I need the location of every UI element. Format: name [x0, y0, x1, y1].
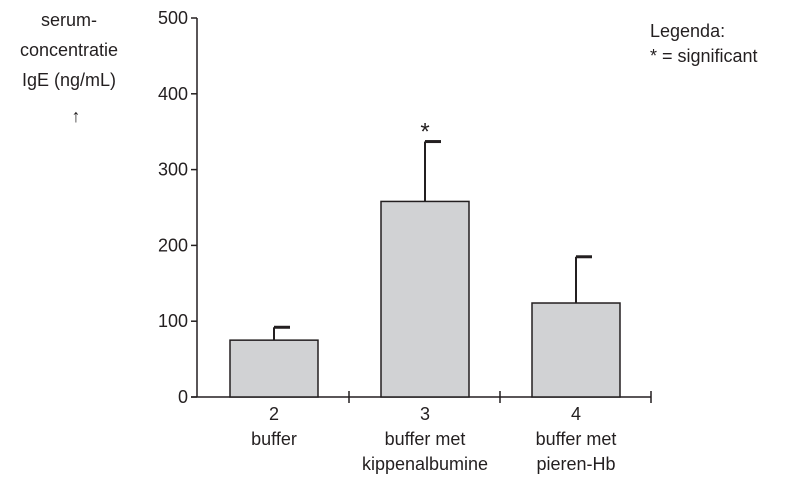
bars: * [229, 119, 621, 398]
y-tick-label: 100 [158, 311, 188, 331]
category-label: pieren-Hb [536, 454, 615, 474]
category-label: buffer met [536, 429, 617, 449]
y-tick-label: 200 [158, 235, 188, 255]
significance-marker: * [420, 119, 429, 146]
y-axis-label-line-1: serum- [41, 10, 97, 30]
y-tick-label: 0 [178, 387, 188, 407]
category-label: kippenalbumine [362, 454, 488, 474]
legend-entry: * = significant [650, 46, 758, 66]
category-label: buffer met [385, 429, 466, 449]
y-tick-label: 500 [158, 8, 188, 28]
category-number: 2 [269, 404, 279, 424]
y-axis-label-line-2: concentratie [20, 40, 118, 60]
axes: 0 100 200 300 400 500 [158, 8, 652, 407]
bar [229, 339, 319, 398]
category-number: 4 [571, 404, 581, 424]
y-axis-label-arrow: ↑ [72, 106, 81, 126]
category-labels: 2 buffer 3 buffer met kippenalbumine 4 buffer … [251, 404, 616, 474]
bar [531, 302, 621, 398]
category-number: 3 [420, 404, 430, 424]
y-tick-label: 400 [158, 84, 188, 104]
category-label: buffer [251, 429, 297, 449]
y-axis-label-line-3: IgE (ng/mL) [22, 70, 116, 90]
bar [380, 200, 470, 398]
y-tick-label: 300 [158, 160, 188, 180]
legend-title: Legenda: [650, 21, 725, 41]
